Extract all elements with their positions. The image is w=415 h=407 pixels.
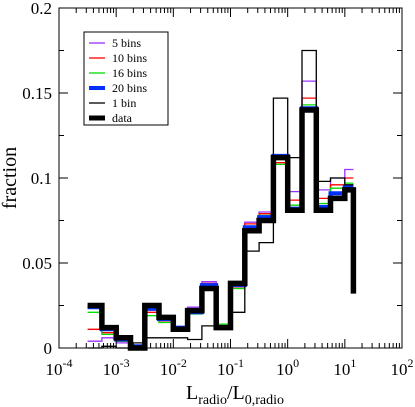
y-tick-label: 0.05 [22,254,52,273]
x-axis-label-main: L [186,382,198,404]
y-tick-label: 0.1 [31,169,52,188]
legend-label-20-bins: 20 bins [112,81,147,95]
legend-label-10-bins: 10 bins [112,51,147,65]
legend-box [83,31,169,126]
legend-label-5-bins: 5 bins [112,36,141,50]
x-tick-label: 101 [333,356,356,379]
ticks-layer: 10-4 10-3 10-2 10-1 100 101 102 0 0.05 0.1 0.15 0.2 [22,0,413,379]
x-axis-label: Lradio/L0,radio [186,382,284,407]
x-tick-label: 100 [276,356,299,379]
y-tick-label: 0 [44,339,53,358]
x-tick-label: 10-1 [217,356,244,379]
legend-label-1-bin: 1 bin [112,96,136,110]
y-tick-label: 0.2 [31,0,52,18]
y-tick-label: 0.15 [22,84,52,103]
series-line-20-bins [87,106,354,349]
legend-label-data: data [112,111,133,125]
x-axis-label-sub1: radio [198,393,227,407]
series-line-16-bins [87,104,354,347]
x-tick-label: 10-3 [103,356,130,379]
x-tick-label: 10-4 [46,356,73,379]
series-line-data [87,107,357,351]
y-axis-label: fraction [0,147,21,209]
series-line-10-bins [87,97,354,347]
x-tick-label: 10-2 [160,356,187,379]
x-axis-label-sub2: 0,radio [245,393,284,407]
legend-label-16-bins: 16 bins [112,66,147,80]
x-axis-label-mid: /L [227,382,245,404]
x-tick-label: 102 [391,356,414,379]
